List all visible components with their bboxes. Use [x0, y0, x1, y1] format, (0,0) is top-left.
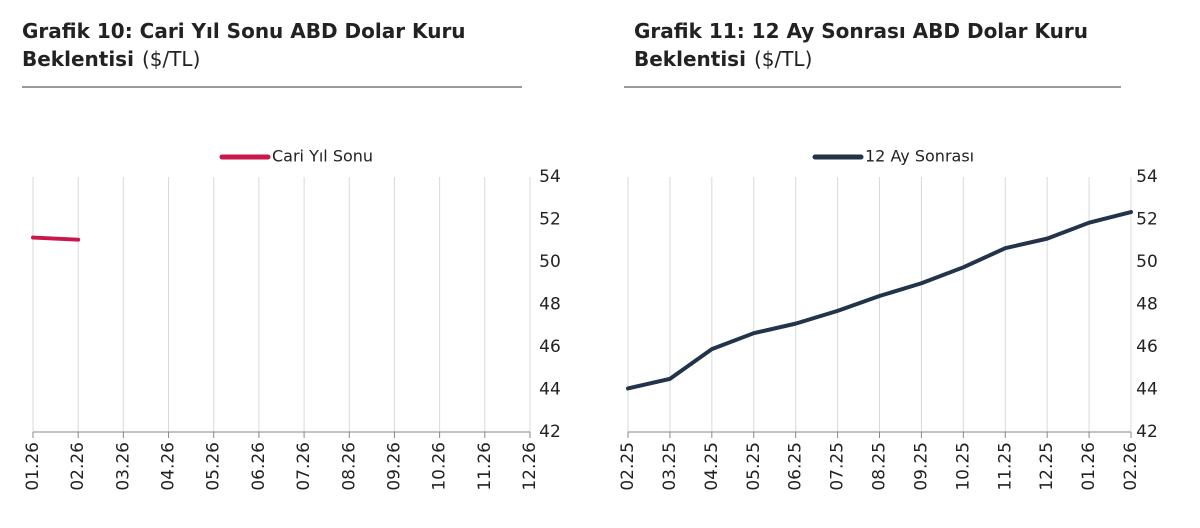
legend-label: 12 Ay Sonrası [865, 147, 974, 166]
title-line: Beklentisi [22, 47, 134, 71]
legend-label: Cari Yıl Sonu [272, 147, 373, 166]
y-tick-label: 46 [539, 337, 561, 357]
y-tick-label: 42 [539, 422, 561, 442]
x-tick-label: 10.26 [430, 442, 450, 491]
y-tick-label: 44 [539, 380, 561, 400]
x-tick-label: 11.25 [995, 442, 1015, 491]
x-tick-label: 08.26 [339, 442, 359, 491]
x-tick-label: 04.26 [159, 442, 179, 491]
title-line: Beklentisi [634, 47, 746, 71]
x-tick-label: 03.25 [660, 442, 680, 491]
x-tick-label: 12.26 [520, 442, 540, 491]
x-tick-label: 04.25 [702, 442, 722, 491]
x-tick-label: 09.25 [911, 442, 931, 491]
title-line: Grafik 10: Cari Yıl Sonu ABD Dolar Kuru [22, 19, 466, 43]
y-tick-label: 48 [539, 295, 561, 315]
unit: ($/TL) [142, 47, 200, 71]
chart-title: Grafik 11: 12 Ay Sonrası ABD Dolar Kuru B… [634, 19, 1088, 71]
series-line [31, 235, 81, 242]
x-tick-label: 05.26 [204, 442, 224, 491]
y-tick-label: 52 [1136, 210, 1158, 230]
x-tick-label: 01.26 [23, 442, 43, 491]
y-tick-label: 42 [1136, 422, 1158, 442]
chart-title: Grafik 10: Cari Yıl Sonu ABD Dolar Kuru B… [22, 19, 466, 71]
x-tick-label: 02.26 [1121, 442, 1141, 491]
title-line: Grafik 11: 12 Ay Sonrası ABD Dolar Kuru [634, 19, 1088, 43]
y-tick-label: 54 [1136, 167, 1158, 187]
x-tick-label: 06.26 [249, 442, 269, 491]
x-tick-label: 01.26 [1079, 442, 1099, 491]
x-tick-label: 07.25 [828, 442, 848, 491]
x-tick-label: 07.26 [294, 442, 314, 491]
y-tick-label: 54 [539, 167, 561, 187]
y-tick-label: 52 [539, 210, 561, 230]
unit: ($/TL) [754, 47, 812, 71]
x-tick-label: 05.25 [744, 442, 764, 491]
x-tick-label: 02.26 [68, 442, 88, 491]
x-tick-label: 02.25 [618, 442, 638, 491]
x-tick-label: 08.25 [870, 442, 890, 491]
x-tick-label: 06.25 [786, 442, 806, 491]
y-tick-label: 50 [1136, 252, 1158, 272]
x-tick-label: 10.25 [953, 442, 973, 491]
x-tick-label: 03.26 [113, 442, 133, 491]
x-tick-label: 09.26 [384, 442, 404, 491]
y-tick-label: 50 [539, 252, 561, 272]
y-tick-label: 44 [1136, 380, 1158, 400]
y-tick-label: 48 [1136, 295, 1158, 315]
y-tick-label: 46 [1136, 337, 1158, 357]
x-tick-label: 12.25 [1037, 442, 1057, 491]
x-tick-label: 11.26 [475, 442, 495, 491]
series-line [626, 210, 1133, 391]
